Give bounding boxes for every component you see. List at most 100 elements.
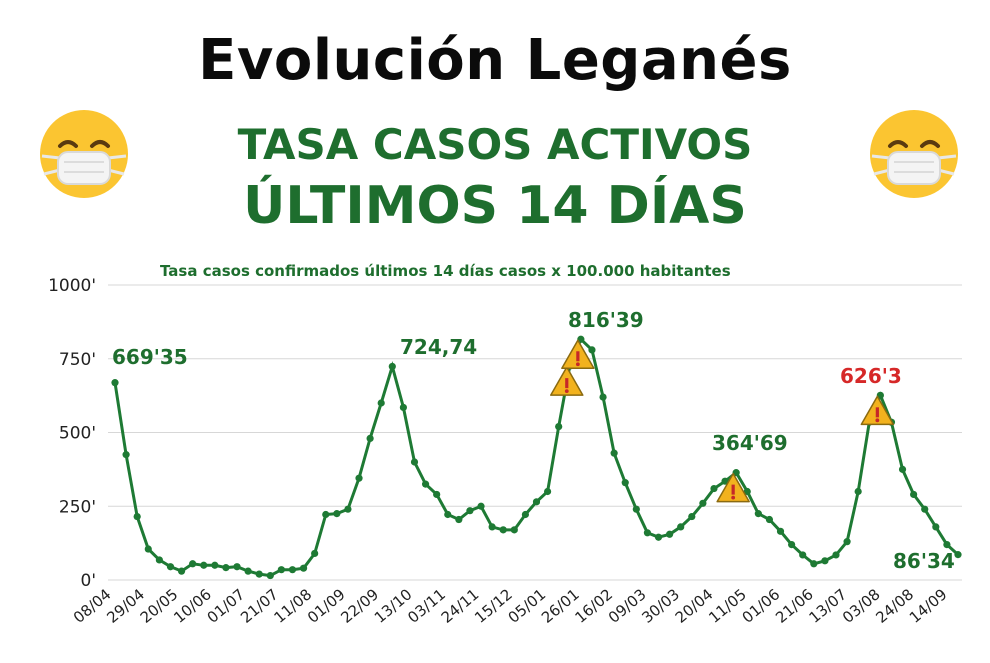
- subtitle-active-rate: TASA CASOS ACTIVOS: [237, 120, 753, 169]
- data-point: [910, 490, 918, 499]
- annotation-label: 669'35: [112, 345, 188, 369]
- data-point: [311, 549, 319, 558]
- data-point: [510, 526, 518, 534]
- x-tick-label: 10/06: [170, 585, 215, 627]
- data-point: [499, 526, 507, 534]
- annotation-label: 86'34: [893, 549, 955, 573]
- data-point: [810, 560, 818, 568]
- data-point: [643, 529, 652, 537]
- data-point: [632, 505, 640, 513]
- series-line: [113, 336, 960, 578]
- data-point: [299, 564, 308, 572]
- y-tick-label: 0': [81, 571, 97, 591]
- data-point: [710, 484, 718, 493]
- y-tick-label: 500': [59, 424, 96, 444]
- data-point: [366, 434, 374, 442]
- x-tick-label: 08/04: [70, 585, 115, 627]
- data-point: [765, 515, 774, 524]
- data-point: [599, 393, 607, 401]
- data-point: [488, 523, 496, 531]
- annotation-label: 724,74: [400, 335, 477, 359]
- page-title: Evolución Leganés: [198, 28, 792, 93]
- x-tick-label: 03/08: [839, 585, 884, 627]
- x-tick-label: 01/09: [304, 585, 349, 627]
- x-tick-label: 16/02: [571, 585, 616, 627]
- data-point: [788, 541, 796, 549]
- data-point: [898, 465, 907, 473]
- data-point: [111, 379, 119, 387]
- data-point: [699, 499, 707, 507]
- data-point: [244, 567, 252, 575]
- annotation-label: 626'3: [840, 364, 902, 388]
- data-point: [677, 523, 685, 531]
- x-tick-label: 24/08: [872, 585, 917, 627]
- x-tick-label: 21/07: [237, 585, 282, 627]
- data-point: [211, 561, 219, 569]
- data-point: [743, 487, 751, 496]
- data-point: [466, 507, 474, 515]
- x-tick-label: 11/08: [271, 585, 316, 627]
- data-point: [943, 541, 951, 549]
- data-point: [455, 515, 463, 524]
- face-with-mask-icon: [40, 110, 128, 198]
- data-point: [821, 557, 829, 565]
- x-tick-label: 22/09: [337, 585, 382, 627]
- data-point: [189, 560, 197, 568]
- x-tick-label: 29/04: [103, 585, 148, 627]
- data-point: [377, 399, 385, 407]
- warning-triangle-icon: [860, 395, 895, 426]
- annotation-label: 816'39: [568, 308, 644, 332]
- data-point: [721, 477, 729, 485]
- data-point: [521, 510, 530, 519]
- warning-triangle-icon: [561, 339, 595, 370]
- data-point: [277, 566, 285, 574]
- x-tick-label: 03/11: [404, 585, 449, 627]
- data-point: [854, 487, 862, 496]
- x-tick-label: 13/10: [371, 585, 416, 627]
- data-point: [421, 480, 430, 488]
- chart-caption: Tasa casos confirmados últimos 14 días c…: [160, 262, 731, 280]
- data-point: [122, 451, 130, 459]
- data-point: [776, 527, 785, 535]
- data-point: [410, 458, 419, 466]
- data-point: [754, 510, 762, 518]
- data-point: [621, 479, 629, 487]
- data-point: [288, 566, 297, 574]
- data-point: [555, 423, 563, 431]
- y-tick-label: 750': [59, 350, 96, 370]
- data-point: [222, 564, 230, 572]
- data-point: [322, 510, 330, 519]
- face-with-mask-icon: [870, 110, 958, 198]
- annotation-label: 364'69: [712, 431, 788, 455]
- data-point: [355, 474, 363, 482]
- data-point: [954, 551, 962, 559]
- x-tick-label: 14/09: [906, 585, 951, 627]
- data-point: [333, 510, 341, 518]
- data-point: [588, 346, 596, 354]
- data-point: [799, 551, 807, 559]
- x-tick-label: 24/11: [438, 585, 483, 627]
- x-tick-label: 20/05: [137, 585, 182, 627]
- data-point: [200, 561, 208, 569]
- data-point: [399, 403, 407, 412]
- y-tick-label: 250': [59, 497, 96, 517]
- data-point: [832, 551, 840, 559]
- x-tick-label: 13/07: [806, 585, 851, 627]
- x-tick-label: 05/01: [505, 585, 550, 627]
- data-point: [843, 538, 851, 546]
- x-tick-label: 20/04: [672, 585, 717, 627]
- data-point: [388, 362, 396, 371]
- data-point: [177, 567, 186, 575]
- x-tick-label: 01/07: [204, 585, 249, 627]
- y-tick-label: 1000': [48, 276, 96, 296]
- data-point: [932, 523, 940, 531]
- x-tick-label: 09/03: [605, 585, 650, 627]
- data-point: [344, 505, 352, 513]
- data-point: [433, 490, 441, 499]
- data-point: [543, 487, 552, 496]
- data-point: [133, 512, 141, 521]
- data-point: [444, 510, 452, 519]
- x-tick-label: 15/12: [471, 585, 516, 627]
- data-point: [255, 570, 263, 578]
